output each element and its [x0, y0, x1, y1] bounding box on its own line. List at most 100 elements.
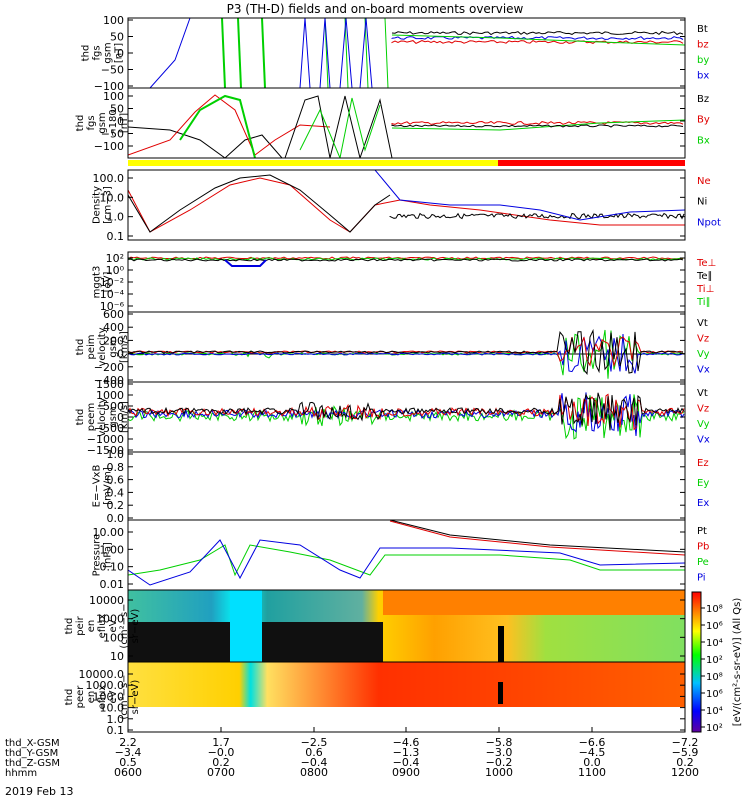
y-tick-label: 0.4	[107, 486, 125, 499]
y-tick-label: 500	[103, 400, 124, 413]
chart-title: P3 (TH-D) fields and on-board moments ov…	[227, 2, 524, 16]
y-axis-label: peem	[86, 403, 97, 431]
panel-fgs: 100 50 0 −50 −100 thd fgs gsm [nT] Bt bz by bx	[81, 14, 710, 93]
series-Bz	[391, 124, 684, 128]
y-tick-label: −100	[94, 80, 124, 93]
series-By	[391, 120, 684, 126]
plot-area-peir	[128, 590, 685, 662]
y-tick-label: −200	[94, 361, 124, 374]
y-axis-label: eV	[108, 690, 119, 703]
plot-area-fgs	[128, 18, 685, 88]
y-axis-label: eV	[108, 619, 119, 632]
x-tick-label: −0.4	[393, 756, 420, 769]
series-by	[221, 18, 226, 88]
y-tick-label: 0.1	[107, 724, 125, 737]
series-Bt	[391, 30, 684, 36]
y-axis-label: peir	[75, 615, 86, 635]
colorbar-tick-label: 10⁴	[706, 706, 723, 717]
x-tick-label: −5.9	[672, 746, 699, 759]
y-tick-label: 1500	[96, 378, 124, 391]
y-axis-label: [nPa]	[103, 542, 114, 568]
y-tick-label: 600	[103, 308, 124, 321]
series-by	[391, 34, 685, 46]
plot-area-peem	[128, 392, 685, 440]
series-By	[128, 94, 331, 156]
y-tick-label: −1500	[87, 444, 124, 457]
legend-Ti∥: Ti∥	[696, 297, 711, 308]
spectrogram-peir-gap	[498, 626, 504, 662]
y-tick-label: 200	[103, 334, 124, 347]
status-bar	[128, 160, 685, 166]
status-bar-red	[498, 160, 685, 166]
legend-Ti⊥: Ti⊥	[696, 284, 714, 295]
legend-Pe: Pe	[697, 557, 709, 568]
y-axis-label: thd	[64, 618, 75, 635]
x-tick-label: 0.5	[119, 756, 137, 769]
series-Pi	[128, 539, 685, 586]
series-bx	[339, 18, 353, 88]
y-tick-label: 10²	[106, 252, 124, 265]
y-axis-label: fgs	[92, 45, 103, 60]
y-tick-label: 400	[103, 321, 124, 334]
legend-Vx: Vx	[697, 435, 710, 446]
y-tick-label: 1000.0	[86, 679, 125, 692]
legend-by: by	[697, 55, 709, 66]
x-tick-label: −2.5	[301, 736, 328, 749]
legend-Vz: Vz	[697, 404, 709, 415]
y-tick-label: −1000	[87, 433, 124, 446]
panel-efield: 1.00.80.60.40.20.0 E=−VxB [mV/m] Ez Ey Ex	[92, 448, 710, 525]
series-Vy	[128, 394, 685, 440]
series-bx	[128, 18, 191, 88]
y-axis-label: gsm	[108, 406, 119, 427]
status-bar-yellow	[128, 160, 498, 166]
y-tick-label: 10⁻⁶	[100, 300, 125, 313]
legend-Te⊥: Te⊥	[696, 258, 716, 269]
x-tick-label: −6.6	[579, 736, 606, 749]
y-axis-label: mgqt3	[92, 266, 103, 299]
y-tick-label: 0.8	[107, 461, 125, 474]
x-tick-label: 1100	[578, 766, 606, 779]
x-tick-label: 0700	[207, 766, 235, 779]
legend-Vt: Vt	[697, 318, 708, 329]
y-axis-label: gsm	[103, 42, 114, 63]
series-Vy	[128, 329, 684, 379]
x-tick-label: 0.2	[212, 756, 230, 769]
y-axis-label: [km/s]	[119, 401, 130, 433]
y-axis-label: fgs	[86, 115, 97, 130]
x-tick-label: 1000	[485, 766, 513, 779]
x-tick-label: −0.0	[208, 746, 235, 759]
x-tick-label: −1.3	[393, 746, 420, 759]
legend-Bz: Bz	[697, 94, 709, 105]
colorbar-label: [eV/(cm²-s-sr-eV)] (All Qs)	[732, 598, 743, 727]
legend-Vz: Vz	[697, 334, 709, 345]
y-axis-label: [cm−3]	[103, 186, 114, 224]
x-axis-table: thd_X-GSM 2.2 1.7 −2.5 −4.6 −5.8 −6.6 −7.2 thd_Y…	[5, 727, 699, 779]
legend-By: By	[697, 115, 710, 126]
series-bz	[391, 40, 684, 44]
panel-frame	[127, 87, 686, 159]
x-row-label: thd_X-GSM	[5, 738, 60, 749]
y-axis-label: en	[86, 620, 97, 633]
y-tick-label: −100	[94, 140, 124, 153]
legend-Pb: Pb	[697, 542, 709, 553]
series-Bx	[179, 94, 256, 158]
y-axis-label: peer	[75, 685, 86, 709]
legend-Bt: Bt	[697, 24, 708, 35]
x-tick-label: 1200	[671, 766, 699, 779]
y-tick-label: −50	[101, 64, 124, 77]
y-tick-label: 100.0	[93, 690, 125, 703]
series-Vz	[128, 393, 685, 431]
legend-Ni: Ni	[697, 197, 707, 208]
y-tick-label: 1.0	[107, 211, 125, 224]
y-axis-label: thd	[81, 45, 92, 62]
colorbar-scale	[691, 591, 702, 733]
x-tick-label: 0.6	[305, 746, 323, 759]
x-tick-label: −5.8	[486, 736, 513, 749]
date-label: 2019 Feb 13	[5, 785, 73, 798]
colorbar-tick-label: 10⁶	[706, 621, 723, 632]
y-tick-label: 10.0	[100, 702, 125, 715]
series-Ti-perp	[224, 259, 267, 267]
panel-frame	[127, 451, 686, 521]
